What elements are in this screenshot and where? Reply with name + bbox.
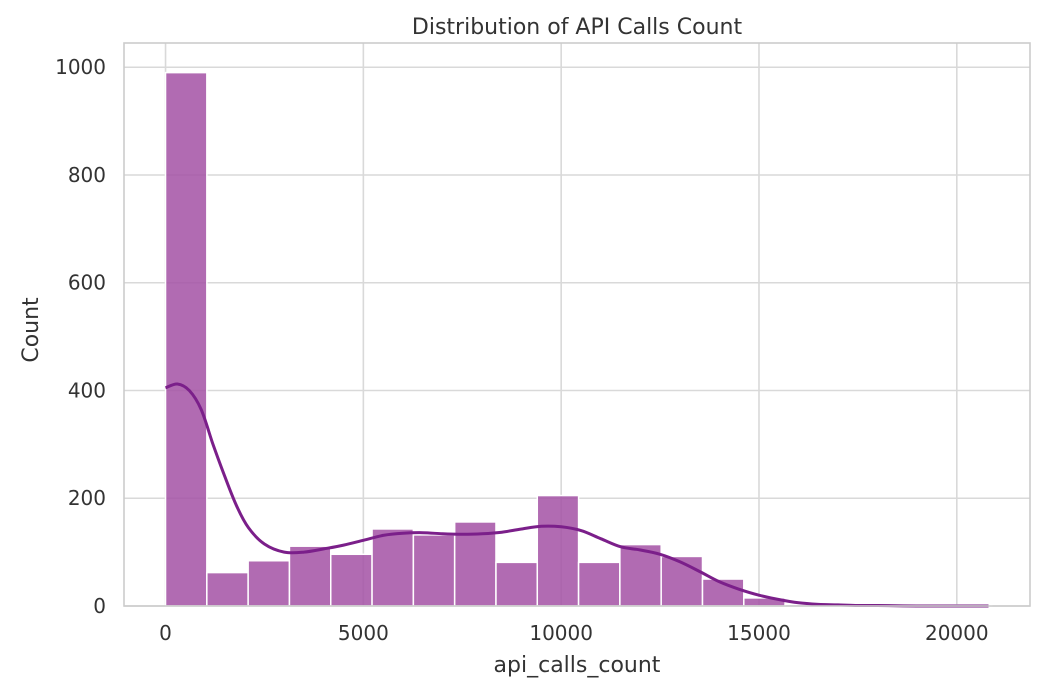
x-tick-label: 0 <box>159 621 172 645</box>
x-tick-label: 20000 <box>925 621 989 645</box>
y-axis-label: Count <box>19 297 44 363</box>
y-tick-label: 200 <box>68 486 106 510</box>
plot-frame <box>123 42 1031 607</box>
x-axis-label: api_calls_count <box>494 653 661 678</box>
histogram-bar <box>288 545 332 607</box>
histogram-bar <box>164 71 208 607</box>
y-tick-label: 600 <box>68 271 106 295</box>
kde-curve-layer <box>164 382 989 608</box>
histogram-bar <box>495 561 539 607</box>
histogram-bars <box>164 71 993 607</box>
histogram-bar <box>206 571 249 607</box>
histogram-bar <box>412 534 456 607</box>
chart-title: Distribution of API Calls Count <box>412 15 743 40</box>
y-tick-label: 0 <box>93 594 106 618</box>
histogram-bar <box>247 559 291 607</box>
histogram-bar <box>536 494 580 607</box>
x-tick-labels: 0 5000 10000 15000 20000 <box>159 621 988 645</box>
kde-curve <box>164 382 989 608</box>
histogram-bar <box>577 561 621 607</box>
y-tick-label: 1000 <box>55 55 106 79</box>
histogram-bar <box>371 528 415 607</box>
x-tick-label: 10000 <box>529 621 593 645</box>
y-tick-label: 400 <box>68 378 106 402</box>
histogram-bar <box>619 543 662 607</box>
y-tick-label: 800 <box>68 163 106 187</box>
y-tick-labels: 0 200 400 600 800 1000 <box>55 55 106 618</box>
x-tick-label: 15000 <box>727 621 791 645</box>
histogram-bar <box>453 521 497 607</box>
histogram-bar <box>330 553 373 607</box>
x-tick-label: 5000 <box>338 621 389 645</box>
